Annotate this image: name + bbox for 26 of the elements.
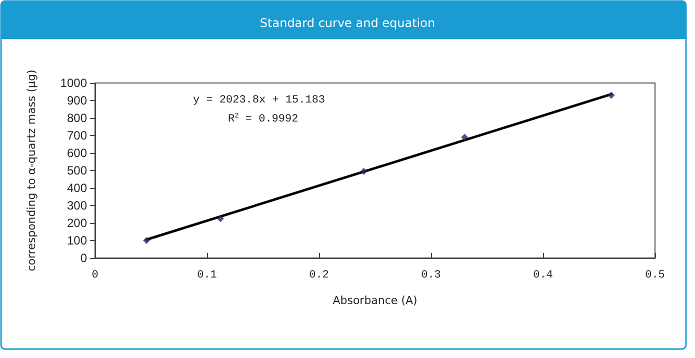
point <box>216 215 224 222</box>
chart-title: Standard curve and equation <box>260 16 436 30</box>
x-tick-label: 0 <box>92 270 98 282</box>
y-tick-label: 700 <box>66 128 88 142</box>
y-tick-label: 300 <box>66 198 88 212</box>
y-tick-label: 200 <box>66 216 88 230</box>
x-tick-label: 0.3 <box>421 270 441 282</box>
y-tick-label: 0 <box>80 251 88 265</box>
y-tick-label: 800 <box>66 111 88 125</box>
y-axis-title: corresponding to α-quartz mass (μg) <box>25 70 38 272</box>
x-axis-title: Absorbance (A) <box>332 294 418 307</box>
y-tick-label: 900 <box>66 94 88 108</box>
point <box>461 134 468 141</box>
y-tick-label: 400 <box>66 181 88 195</box>
x-tick-label: 0.1 <box>197 270 218 282</box>
point <box>143 237 150 244</box>
y-tick-label: 600 <box>66 146 88 160</box>
y-tick-label: 100 <box>66 234 88 248</box>
annotation: y = 2023.8x + 15.183 <box>193 94 326 106</box>
x-tick-label: 0.2 <box>309 270 329 282</box>
point <box>608 92 615 99</box>
y-tick-label: 1000 <box>60 76 88 90</box>
x-tick-label: 0.4 <box>533 270 554 282</box>
y-tick-label: 500 <box>66 164 88 178</box>
point <box>360 168 368 175</box>
x-tick-label: 0.5 <box>645 270 665 282</box>
